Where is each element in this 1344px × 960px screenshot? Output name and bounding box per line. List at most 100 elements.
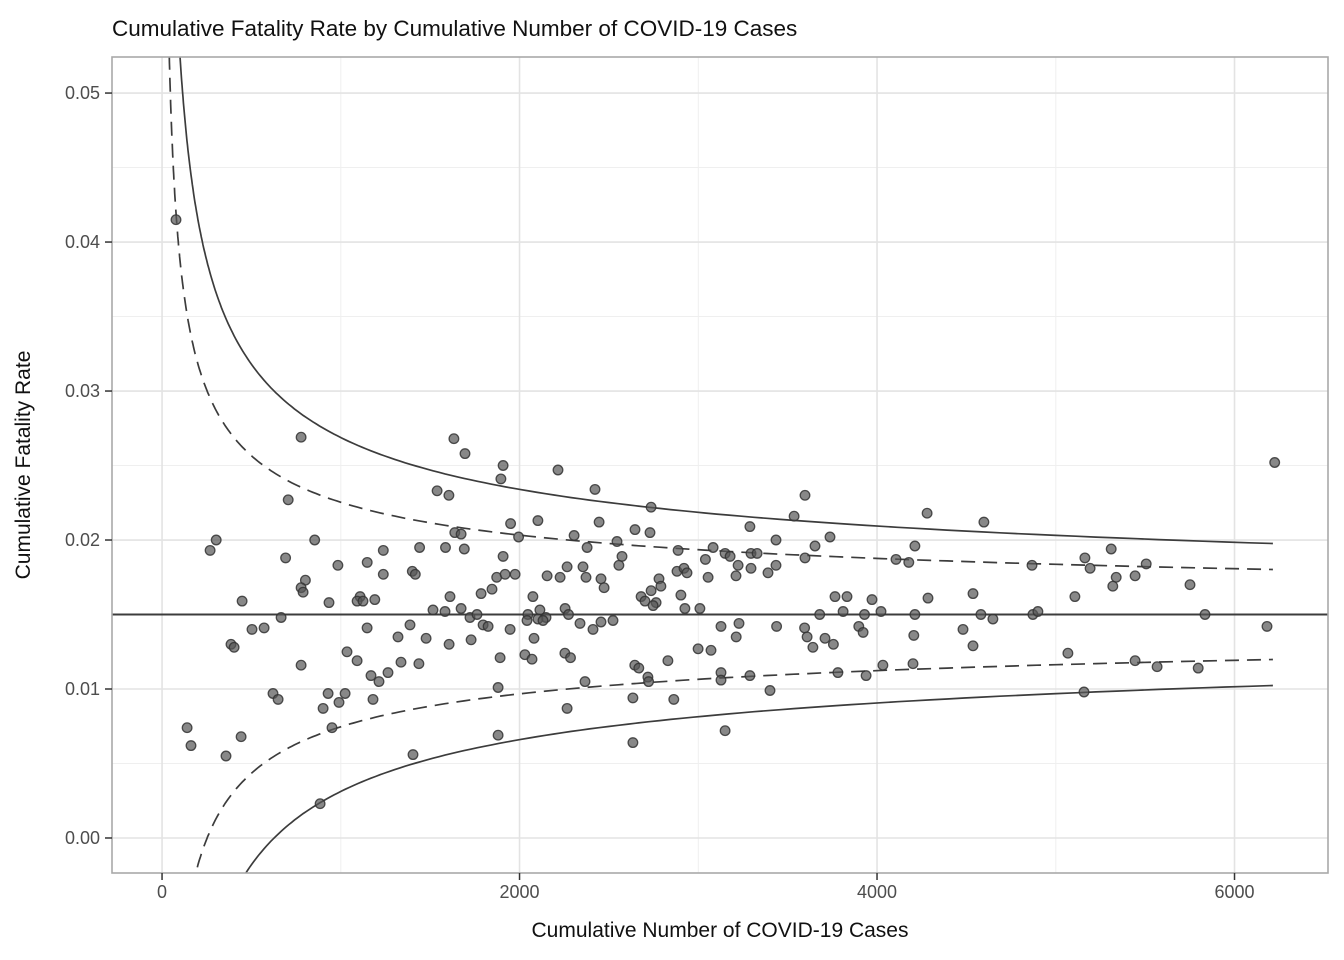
data-point — [1069, 591, 1081, 603]
data-point — [705, 644, 717, 656]
data-point — [1078, 686, 1090, 698]
upper-control-limit-solid — [179, 57, 1273, 545]
data-point — [295, 659, 307, 671]
data-point — [332, 559, 344, 571]
data-point — [837, 606, 849, 617]
data-point — [373, 676, 385, 688]
data-point — [724, 550, 736, 562]
data-point — [465, 634, 477, 646]
data-point — [593, 516, 605, 528]
data-point — [967, 640, 979, 652]
data-point — [357, 595, 369, 607]
data-point — [377, 568, 389, 580]
data-point — [282, 494, 294, 506]
data-point — [204, 544, 216, 556]
data-point — [647, 600, 659, 612]
data-point — [771, 620, 783, 632]
data-point — [809, 540, 821, 552]
data-point — [471, 609, 483, 620]
data-point — [528, 632, 540, 644]
data-point — [633, 662, 645, 674]
data-point — [730, 631, 742, 643]
data-point — [409, 568, 421, 580]
y-tick-label: 0.03 — [65, 381, 100, 401]
data-point — [732, 559, 744, 571]
data-point — [444, 591, 456, 603]
data-point — [275, 612, 287, 623]
data-point — [579, 676, 591, 688]
data-point — [1110, 571, 1122, 583]
data-point — [829, 591, 841, 603]
data-point — [699, 553, 711, 565]
y-tick-label: 0.02 — [65, 530, 100, 550]
data-point — [181, 722, 193, 734]
data-point — [595, 616, 607, 628]
data-point — [627, 692, 639, 704]
data-point — [987, 613, 999, 625]
data-point — [521, 615, 533, 626]
y-tick-label: 0.00 — [65, 828, 100, 848]
data-point — [236, 595, 248, 607]
data-point — [170, 214, 182, 226]
data-point — [561, 702, 573, 714]
x-tick-label: 6000 — [1214, 882, 1254, 902]
data-point — [645, 585, 657, 597]
data-point — [1140, 558, 1152, 570]
data-point — [1184, 579, 1196, 591]
data-point — [392, 631, 404, 643]
data-point — [668, 693, 680, 705]
data-point — [323, 597, 335, 609]
x-axis-title: Cumulative Number of COVID-19 Cases — [532, 919, 909, 942]
lower-control-limit-solid — [244, 684, 1273, 873]
data-layer — [112, 57, 1328, 873]
data-point — [662, 655, 674, 667]
data-point — [497, 460, 509, 471]
data-point — [1199, 609, 1211, 620]
data-point — [280, 552, 292, 564]
data-point — [314, 798, 326, 810]
data-point — [967, 588, 979, 600]
data-point — [482, 620, 494, 632]
data-point — [1079, 552, 1091, 564]
data-point — [957, 623, 969, 635]
data-point — [751, 547, 763, 559]
data-point — [903, 556, 915, 568]
data-point — [365, 670, 377, 682]
data-point — [246, 623, 258, 635]
data-point — [443, 489, 455, 501]
data-point — [475, 588, 487, 600]
data-point — [541, 570, 553, 582]
data-point — [486, 583, 498, 595]
data-point — [1261, 620, 1273, 632]
data-point — [875, 606, 887, 617]
data-point — [643, 676, 655, 688]
data-point — [382, 667, 394, 679]
data-point — [587, 623, 599, 635]
data-point — [1192, 662, 1204, 674]
data-point — [513, 531, 525, 543]
data-point — [611, 536, 623, 547]
data-point — [1269, 457, 1281, 468]
data-point — [228, 641, 240, 653]
chart-title: Cumulative Fatality Rate by Cumulative N… — [112, 16, 797, 41]
data-point — [448, 433, 460, 445]
data-point — [497, 550, 509, 562]
data-point — [764, 685, 776, 696]
data-point — [607, 615, 619, 626]
data-point — [317, 702, 329, 714]
data-point — [707, 542, 719, 553]
data-point — [552, 464, 564, 476]
x-tick-label: 4000 — [857, 882, 897, 902]
data-point — [458, 543, 470, 555]
data-point — [859, 609, 870, 620]
data-point — [561, 561, 573, 573]
data-point — [978, 516, 990, 528]
data-point — [770, 534, 782, 546]
data-point — [744, 670, 756, 682]
data-point — [537, 615, 549, 626]
data-point — [339, 688, 351, 699]
data-point — [1107, 580, 1119, 592]
data-point — [369, 594, 381, 606]
data-point — [598, 582, 610, 594]
